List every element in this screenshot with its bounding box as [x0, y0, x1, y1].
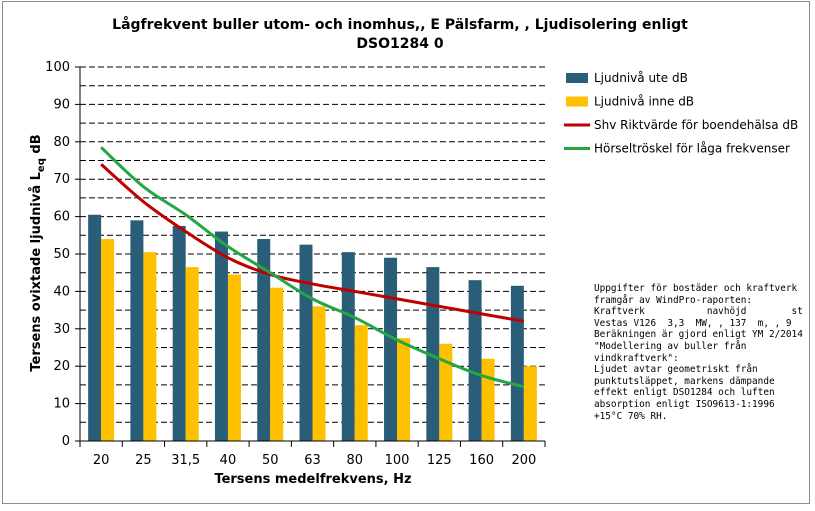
note-line: +15°C 70% RH. [594, 410, 668, 422]
bar-indoor [143, 252, 157, 441]
y-tick-label: 40 [53, 284, 70, 299]
x-tick-label: 100 [385, 453, 410, 468]
x-tick-label: 40 [220, 453, 237, 468]
legend-swatch [566, 96, 588, 107]
note-line: Uppgifter för bostäder och kraftverk [594, 283, 798, 294]
note-line: absorption enligt ISO9613-1:1996 [594, 398, 775, 410]
chart-title-line-1: Lågfrekvent buller utom- och inomhus,, E… [112, 16, 688, 33]
legend-label: Hörseltröskel för låga frekvenser [594, 142, 790, 156]
note-line: Beräkningen är gjord enligt YM 2/2014 [594, 329, 803, 341]
bar-outdoor [257, 239, 271, 441]
note-line: punktutsläppet, markens dämpande [594, 375, 775, 387]
bar-indoor [354, 325, 368, 441]
x-tick-label: 63 [304, 453, 321, 468]
bar-outdoor [214, 231, 228, 441]
x-tick-labels: 20 25 31,5 40 50 63 80 100 125 160 200 [93, 453, 536, 468]
note-line: Vestas V126 3,3 MW, , 137 m, , 9 [594, 317, 792, 329]
y-tick-label: 30 [53, 322, 70, 337]
bar-indoor [439, 343, 453, 441]
series-line-riktvarde [100, 163, 525, 323]
x-tick-label: 80 [346, 453, 363, 468]
y-axis-title-main: Tersens ovixtade ljudnivå L [29, 172, 44, 372]
axes [75, 66, 546, 447]
y-tick-label: 50 [53, 247, 70, 262]
legend: Ljudnivå ute dB Ljudnivå inne dB Shv Riktv… [564, 71, 798, 156]
bar-outdoor [468, 280, 482, 441]
y-tick-label: 20 [53, 359, 70, 374]
note-line: Kraftverk navhöjd st [594, 306, 803, 318]
y-tick-label: 80 [53, 135, 70, 150]
y-tick-label: 60 [53, 210, 70, 225]
chart-title-line-2: DSO1284 0 [356, 36, 443, 52]
bar-indoor [270, 287, 284, 441]
bar-outdoor [172, 225, 186, 441]
y-tick-label: 10 [53, 397, 70, 412]
legend-swatch [566, 73, 588, 83]
note-line: framgår av WindPro-raporten: [594, 294, 753, 306]
bar-group [88, 214, 537, 441]
bar-outdoor [88, 214, 102, 441]
y-tick-label: 100 [45, 60, 70, 75]
bar-indoor [101, 239, 115, 441]
note-line: Ljudet avtar geometriskt från [594, 364, 758, 376]
x-tick-label: 25 [135, 453, 152, 468]
bar-indoor [481, 358, 495, 441]
calculation-note: Uppgifter för bostäder och kraftverk fram… [594, 283, 803, 422]
legend-label: Ljudnivå ute dB [594, 71, 688, 85]
bar-indoor [185, 267, 199, 441]
bar-indoor [397, 338, 411, 441]
note-line: effekt enligt DSO1284 och luften [594, 387, 775, 399]
y-axis-title-subscript: eq [36, 158, 47, 172]
bar-indoor [523, 366, 537, 441]
line-group [100, 146, 525, 389]
series-line-horseltroskel [100, 146, 525, 389]
note-line: "Modellering av buller från [594, 340, 747, 352]
y-axis-title: Tersens ovixtade ljudnivå Leq dB [29, 134, 47, 371]
x-tick-label: 20 [93, 453, 110, 468]
y-tick-label: 90 [53, 97, 70, 112]
bar-outdoor [341, 252, 355, 441]
x-axis-title: Tersens medelfrekvens, Hz [214, 472, 411, 487]
x-tick-label: 160 [469, 453, 494, 468]
y-tick-labels: 0 10 20 30 40 50 60 70 80 90 100 [45, 60, 70, 449]
bar-outdoor [299, 244, 313, 441]
bar-indoor [227, 274, 241, 441]
y-tick-label: 0 [62, 434, 70, 449]
legend-label: Shv Riktvärde för boendehälsa dB [594, 118, 798, 132]
chart-frame [2, 1, 810, 504]
bar-outdoor [130, 220, 144, 441]
bar-outdoor [426, 267, 440, 441]
y-axis-title-unit: dB [29, 134, 44, 158]
bar-outdoor [510, 285, 524, 441]
note-line: vindkraftverk": [594, 352, 679, 364]
x-tick-label: 31,5 [171, 453, 200, 468]
x-tick-label: 50 [262, 453, 279, 468]
gridlines [80, 66, 545, 423]
x-tick-label: 125 [427, 453, 452, 468]
bar-outdoor [384, 257, 398, 441]
y-tick-label: 70 [53, 172, 70, 187]
x-tick-label: 200 [511, 453, 536, 468]
bar-indoor [312, 306, 326, 441]
legend-label: Ljudnivå inne dB [594, 95, 694, 109]
